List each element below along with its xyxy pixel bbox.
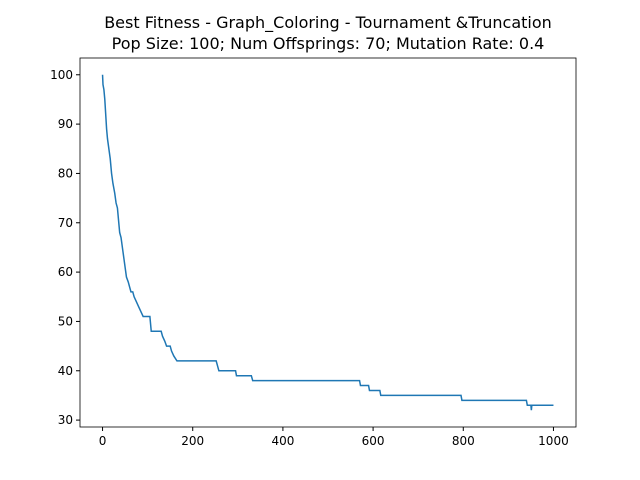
y-tick-label: 30 — [58, 413, 73, 427]
x-tick-label: 800 — [452, 434, 475, 448]
y-tick-label: 80 — [58, 166, 73, 180]
chart-subtitle: Pop Size: 100; Num Offsprings: 70; Mutat… — [112, 34, 545, 53]
x-tick-label: 400 — [271, 434, 294, 448]
y-tick-label: 50 — [58, 314, 73, 328]
x-tick-label: 600 — [362, 434, 385, 448]
x-tick-label: 1000 — [538, 434, 569, 448]
plot-frame — [79, 57, 577, 428]
x-tick-label: 0 — [99, 434, 107, 448]
x-tick-label: 200 — [181, 434, 204, 448]
y-tick-label: 40 — [58, 364, 73, 378]
line — [101, 74, 554, 411]
y-tick-label: 100 — [50, 68, 73, 82]
chart-title: Best Fitness - Graph_Coloring - Tourname… — [104, 13, 552, 33]
y-tick-label: 70 — [58, 216, 73, 230]
y-tick-label: 60 — [58, 265, 73, 279]
y-tick-label: 90 — [58, 117, 73, 131]
